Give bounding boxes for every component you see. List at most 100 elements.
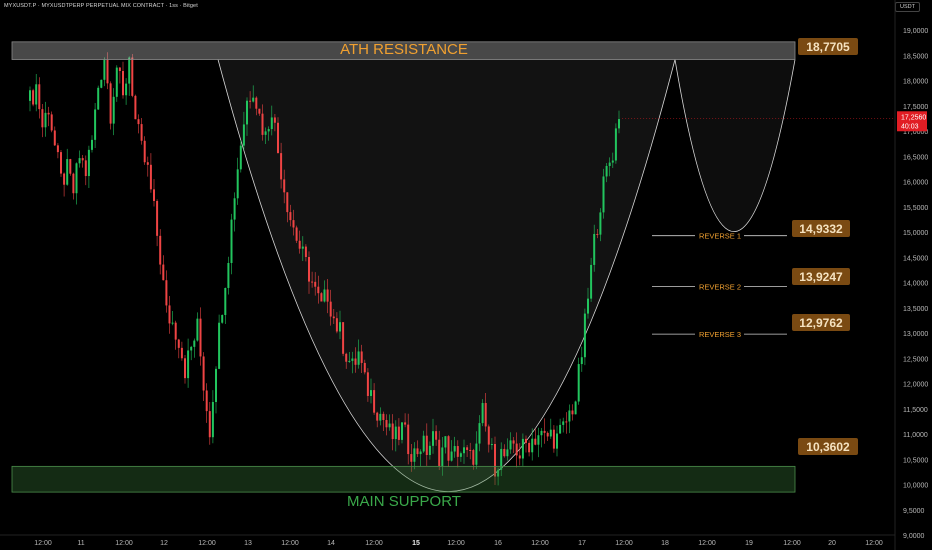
x-tick-label: 12:00 [531,540,549,547]
candle-body [559,424,562,434]
y-tick-label: 9,5000 [903,508,925,515]
candle-body [304,246,307,257]
candle-body [32,90,35,105]
current-price-countdown: 40:03 [901,123,919,130]
y-tick-label: 12,0000 [903,382,928,389]
candle-body [537,435,540,445]
candle-body [404,422,407,425]
candle-body [35,84,38,105]
candle-body [301,246,304,249]
candle-body [168,305,171,324]
candle-body [428,445,431,456]
candle-body [456,446,459,457]
y-tick-label: 12,5000 [903,356,928,363]
candle-body [208,411,211,438]
candle-body [112,96,115,124]
candle-body [242,124,245,146]
candle-body [162,264,165,281]
candle-body [270,117,273,130]
candle-body [87,149,90,177]
reverse-label: REVERSE 2 [699,283,741,292]
candle-body [156,200,159,236]
candle-body [435,431,438,440]
candle-body [94,109,97,140]
candle-body [283,179,286,193]
candle-body [38,84,41,110]
candle-body [351,358,354,361]
candle-body [72,173,75,194]
candle-body [487,426,490,445]
x-tick-label: 20 [828,540,836,547]
x-tick-label: 14 [327,540,335,547]
candle-body [583,313,586,358]
reverse-badge [792,314,850,331]
candle-body [562,421,565,425]
candle-body [97,87,100,110]
candle-body [236,169,239,199]
candle-body [190,346,193,351]
candle-body [509,440,512,450]
candle-body [416,448,419,455]
candle-body [450,451,453,461]
x-tick-label: 12 [160,540,168,547]
candle-body [475,443,478,465]
current-price-value: 17,2560 [901,114,926,121]
y-tick-label: 19,0000 [903,28,928,35]
candle-body [292,220,295,228]
candle-body [518,455,521,459]
x-tick-label: 16 [494,540,502,547]
x-tick-label: 12:00 [365,540,383,547]
candle-body [137,119,140,125]
candle-body [360,351,363,363]
candle-body [218,322,221,369]
candle-body [81,158,84,161]
candle-body [91,139,93,150]
x-tick-label: 18 [661,540,669,547]
handle-curve [674,59,796,232]
candle-body [298,240,301,249]
y-tick-label: 11,0000 [903,432,928,439]
candle-body [463,447,465,454]
support-title: MAIN SUPPORT [347,493,461,510]
y-tick-label: 17,5000 [903,104,928,111]
candle-body [587,298,589,314]
y-tick-label: 13,5000 [903,306,928,313]
x-tick-label: 11 [77,540,84,547]
candle-body [373,390,376,413]
x-tick-label: 19 [745,540,753,547]
x-tick-label: 12:00 [783,540,801,547]
candle-body [53,130,56,146]
candle-body [295,227,298,241]
candle-body [605,165,608,177]
candle-body [221,315,224,323]
candle-body [326,289,329,302]
candle-body [366,372,369,396]
candle-body [134,95,137,120]
currency-selector[interactable]: USDT [895,2,920,12]
candle-body [41,109,44,128]
candle-body [320,293,323,302]
candle-body [128,57,131,84]
candle-body [224,287,227,316]
candle-body [100,79,103,88]
candle-body [438,439,441,467]
candle-body [608,162,611,166]
y-tick-label: 18,5000 [903,53,928,60]
reverse-label: REVERSE 3 [699,330,741,339]
candle-body [348,360,351,362]
current-price-tag [897,111,927,132]
candle-body [500,448,503,470]
candle-body [401,422,403,440]
support-zone [11,465,796,493]
candle-body [385,419,388,428]
reverse-badge [792,220,850,237]
candle-body [230,219,233,263]
candle-body [332,316,335,319]
candle-body [103,59,106,80]
candle-body [444,436,447,448]
candle-body [382,413,385,420]
reverse-badge [792,268,850,285]
candle-body [131,57,134,96]
candle-body [273,117,276,123]
candle-body [56,145,59,153]
